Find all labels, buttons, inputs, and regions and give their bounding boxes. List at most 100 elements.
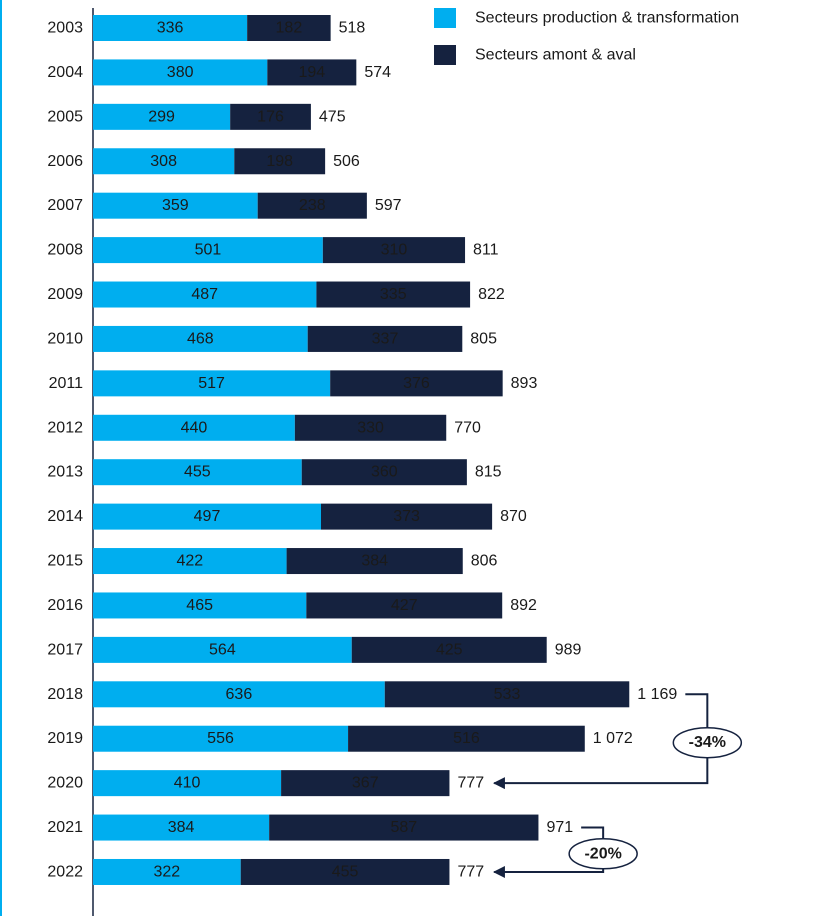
y-tick-label: 2016: [47, 597, 83, 614]
total-label: 1 169: [637, 686, 677, 703]
segment-label: 468: [187, 330, 214, 347]
y-tick-label: 2009: [47, 286, 83, 303]
legend-label: Secteurs amont & aval: [475, 47, 636, 64]
segment-label: 425: [436, 641, 463, 658]
segment-label: 337: [372, 330, 399, 347]
y-tick-label: 2006: [47, 153, 83, 170]
bar-segment: [93, 459, 302, 486]
segment-label: 497: [194, 508, 221, 525]
total-label: 1 072: [593, 730, 633, 747]
total-label: 574: [364, 64, 391, 81]
bar-segment: [267, 59, 357, 86]
bar-segment: [301, 459, 467, 486]
total-label: 475: [319, 108, 346, 125]
bar-segment: [93, 592, 307, 619]
segment-label: 517: [198, 375, 225, 392]
segment-label: 308: [150, 153, 177, 170]
bar-segment: [281, 770, 450, 797]
bar-segment: [294, 414, 447, 441]
bar-segment: [93, 548, 287, 575]
bar-segment: [320, 503, 493, 530]
bar-segment: [93, 858, 241, 885]
y-tick-label: 2003: [47, 20, 83, 37]
segment-label: 587: [390, 819, 417, 836]
segment-label: 533: [494, 686, 521, 703]
bar-segment: [234, 148, 326, 175]
segment-label: 238: [299, 197, 326, 214]
y-tick-label: 2022: [47, 863, 83, 880]
legend-swatch: [434, 8, 456, 28]
segment-label: 176: [257, 108, 284, 125]
total-label: 597: [375, 197, 402, 214]
segment-label: 376: [403, 375, 430, 392]
y-tick-label: 2008: [47, 242, 83, 259]
bar-segment: [93, 681, 385, 708]
segment-label: 322: [154, 863, 181, 880]
y-tick-label: 2019: [47, 730, 83, 747]
bar-segment: [93, 636, 352, 663]
bar-segment: [322, 237, 466, 264]
bar-segment: [93, 192, 258, 219]
segment-label: 359: [162, 197, 189, 214]
y-tick-label: 2004: [47, 64, 83, 81]
annotation-text: -34%: [689, 734, 726, 751]
segment-label: 501: [195, 242, 222, 259]
segment-label: 198: [266, 153, 293, 170]
segment-label: 455: [184, 464, 211, 481]
total-label: 811: [473, 242, 499, 259]
segment-label: 330: [357, 419, 384, 436]
legend-swatch: [434, 45, 456, 65]
bar-segment: [348, 725, 585, 752]
y-tick-label: 2010: [47, 330, 83, 347]
segment-label: 380: [167, 64, 194, 81]
bar-segment: [93, 503, 321, 530]
bar-segment: [384, 681, 630, 708]
bar-segment: [240, 858, 450, 885]
total-label: 893: [511, 375, 538, 392]
segment-label: 427: [391, 597, 418, 614]
segment-label: 564: [209, 641, 236, 658]
legend-label: Secteurs production & transformation: [475, 10, 739, 27]
bar-segment: [93, 814, 270, 841]
total-label: 777: [457, 775, 484, 792]
y-tick-label: 2013: [47, 464, 83, 481]
total-label: 989: [555, 641, 582, 658]
bar-segment: [316, 281, 471, 308]
y-tick-label: 2011: [49, 375, 84, 392]
segment-label: 367: [352, 775, 379, 792]
total-label: 518: [339, 20, 366, 37]
y-tick-label: 2020: [47, 775, 83, 792]
segment-label: 384: [361, 553, 388, 570]
y-tick-label: 2005: [47, 108, 83, 125]
total-label: 815: [475, 464, 502, 481]
bar-segment: [93, 148, 235, 175]
bar-segment: [93, 281, 317, 308]
bar-segment: [93, 103, 231, 130]
bar-segment: [247, 15, 331, 41]
segment-label: 636: [226, 686, 253, 703]
bar-segment: [330, 370, 503, 397]
y-tick-label: 2021: [47, 819, 83, 836]
segment-label: 440: [181, 419, 208, 436]
bar-segment: [286, 548, 463, 575]
y-tick-label: 2015: [47, 553, 83, 570]
segment-label: 516: [453, 730, 480, 747]
bar-segment: [93, 770, 282, 797]
segment-label: 410: [174, 775, 201, 792]
segment-label: 465: [186, 597, 213, 614]
y-tick-label: 2007: [47, 197, 83, 214]
segment-label: 455: [332, 863, 359, 880]
segment-label: 384: [168, 819, 195, 836]
y-tick-label: 2018: [47, 686, 83, 703]
bar-segment: [351, 636, 547, 663]
bar-segment: [93, 59, 268, 86]
segment-label: 335: [380, 286, 407, 303]
total-label: 870: [500, 508, 527, 525]
bar-segment: [93, 370, 331, 397]
bar-segment: [93, 325, 308, 352]
segment-label: 487: [191, 286, 218, 303]
segment-label: 373: [393, 508, 420, 525]
y-tick-label: 2014: [47, 508, 83, 525]
segment-label: 360: [371, 464, 398, 481]
